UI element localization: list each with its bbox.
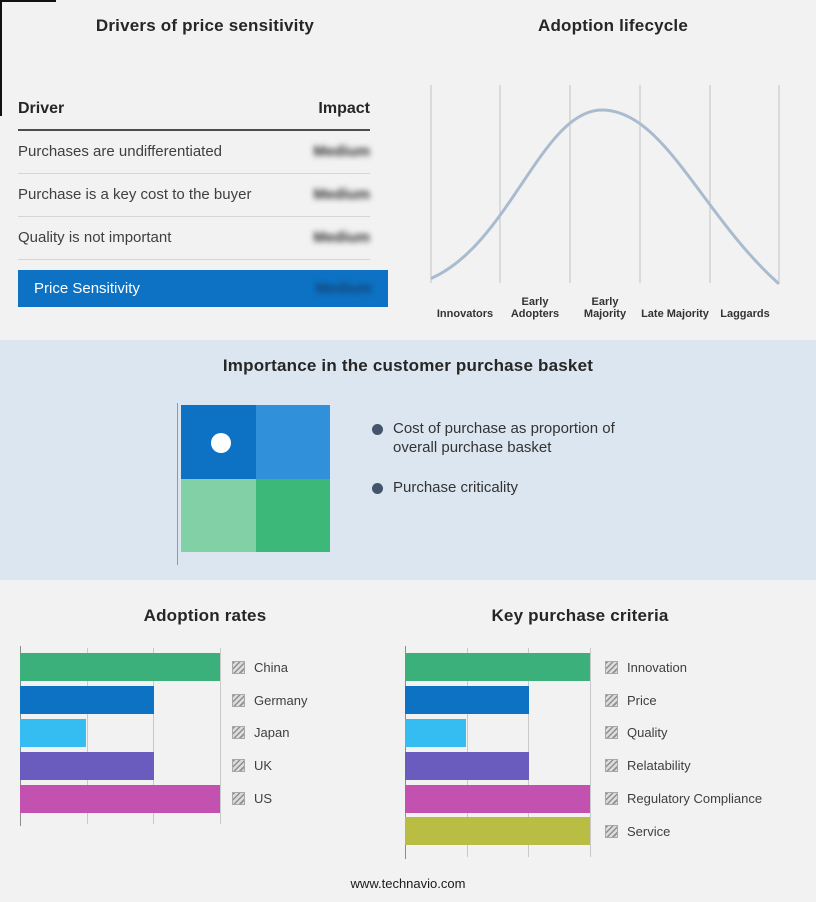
- bell-curve-svg: [430, 85, 780, 285]
- basket-bullet-list: Cost of purchase as proportion of overal…: [372, 419, 662, 518]
- bullet-icon: [372, 424, 383, 435]
- legend-item: US: [232, 785, 307, 813]
- basket-title: Importance in the customer purchase bask…: [222, 356, 594, 375]
- bullet-text: Purchase criticality: [393, 479, 519, 496]
- adoption-rates-legend: China Germany Japan UK US: [232, 648, 307, 818]
- legend-item: Price: [605, 686, 762, 714]
- stage-label-early-adopters: Early Adopters: [510, 296, 560, 320]
- quadrant-marker-dot: [211, 433, 231, 453]
- bullet-icon: [372, 483, 383, 494]
- bar-uk: [20, 751, 154, 780]
- bar-innovation: [405, 653, 590, 682]
- gridline: [590, 648, 591, 857]
- bar-service: [405, 817, 590, 846]
- legend-swatch-hatched: [605, 792, 618, 806]
- gridline: [86, 648, 88, 824]
- driver-label: Purchase is a key cost to the buyer: [18, 186, 252, 203]
- quadrant-top-right: [255, 405, 330, 479]
- impact-value-blurred: Medium: [313, 229, 370, 246]
- legend-swatch-hatched: [605, 824, 618, 838]
- table-row: Quality is not important Medium: [18, 217, 370, 260]
- adoption-rates-bar-chart: [20, 646, 221, 826]
- price-sensitivity-summary-bar: Price Sensitivity Medium: [18, 270, 388, 307]
- stage-label-early-majority: Early Majority: [583, 296, 627, 320]
- bar-regulatory-compliance: [405, 784, 590, 813]
- legend-item: Germany: [232, 686, 307, 714]
- slide-border-left: [0, 0, 2, 116]
- bullet-text: Cost of purchase as proportion of overal…: [393, 420, 615, 456]
- legend-swatch-hatched: [605, 726, 618, 740]
- legend-item: Regulatory Compliance: [605, 785, 762, 813]
- legend-swatch-hatched: [605, 759, 618, 773]
- bar-quality: [405, 718, 467, 747]
- legend-swatch-hatched: [232, 792, 245, 806]
- drivers-table: Driver Impact Purchases are undifferenti…: [18, 92, 370, 260]
- bar-group: [405, 648, 590, 857]
- purchase-criteria-legend: Innovation Price Quality Relatability Re…: [605, 648, 762, 851]
- column-header-driver: Driver: [18, 100, 65, 117]
- table-row: Purchase is a key cost to the buyer Medi…: [18, 174, 370, 217]
- impact-value-blurred: Medium: [313, 186, 370, 203]
- legend-item: China: [232, 653, 307, 681]
- bell-curve-line: [430, 108, 780, 285]
- stage-label-innovators: Innovators: [436, 308, 494, 320]
- bar-price: [405, 686, 529, 715]
- price-sensitivity-label: Price Sensitivity: [34, 280, 140, 297]
- gridline: [153, 648, 155, 824]
- legend-swatch-hatched: [605, 693, 618, 707]
- purchase-criteria-bar-chart: [405, 646, 591, 859]
- stage-label-laggards: Laggards: [720, 308, 770, 320]
- stage-label-late-majority: Late Majority: [641, 308, 709, 320]
- lifecycle-title: Adoption lifecycle: [537, 16, 688, 35]
- legend-item: UK: [232, 752, 307, 780]
- bar-group: [20, 648, 220, 824]
- slide-border-top: [0, 0, 56, 2]
- impact-value-blurred: Medium: [315, 280, 372, 297]
- bar-us: [20, 784, 220, 813]
- impact-value-blurred: Medium: [313, 143, 370, 160]
- gridline: [220, 648, 221, 824]
- driver-label: Quality is not important: [18, 229, 172, 246]
- footer-url[interactable]: www.technavio.com: [350, 876, 466, 891]
- lifecycle-stage-labels: Innovators Early Adopters Early Majority…: [430, 284, 780, 320]
- bar-japan: [20, 718, 86, 747]
- purchase-criteria-title: Key purchase criteria: [491, 606, 669, 625]
- legend-swatch-hatched: [232, 726, 245, 740]
- legend-item: Quality: [605, 719, 762, 747]
- legend-swatch-hatched: [232, 660, 245, 674]
- legend-swatch-hatched: [232, 693, 245, 707]
- quadrant-bottom-right: [255, 478, 330, 552]
- driver-label: Purchases are undifferentiated: [18, 143, 223, 160]
- legend-swatch-hatched: [605, 660, 618, 674]
- legend-item: Innovation: [605, 653, 762, 681]
- purchase-basket-band: [0, 340, 816, 580]
- bar-china: [20, 653, 220, 682]
- bar-relatability: [405, 751, 529, 780]
- table-row: Purchases are undifferentiated Medium: [18, 131, 370, 174]
- legend-item: Service: [605, 817, 762, 845]
- quadrant-bottom-left: [181, 478, 256, 552]
- lifecycle-bell-curve-chart: [430, 85, 780, 285]
- legend-item: Relatability: [605, 752, 762, 780]
- bar-germany: [20, 686, 154, 715]
- drivers-title: Drivers of price sensitivity: [95, 16, 315, 35]
- legend-item: Japan: [232, 719, 307, 747]
- purchase-basket-quadrant: [181, 405, 330, 552]
- legend-swatch-hatched: [232, 759, 245, 773]
- list-item: Purchase criticality: [372, 478, 662, 497]
- quadrant-axis-line: [177, 403, 178, 565]
- list-item: Cost of purchase as proportion of overal…: [372, 419, 662, 457]
- adoption-rates-title: Adoption rates: [143, 606, 267, 625]
- drivers-table-header: Driver Impact: [18, 92, 370, 131]
- column-header-impact: Impact: [318, 100, 370, 117]
